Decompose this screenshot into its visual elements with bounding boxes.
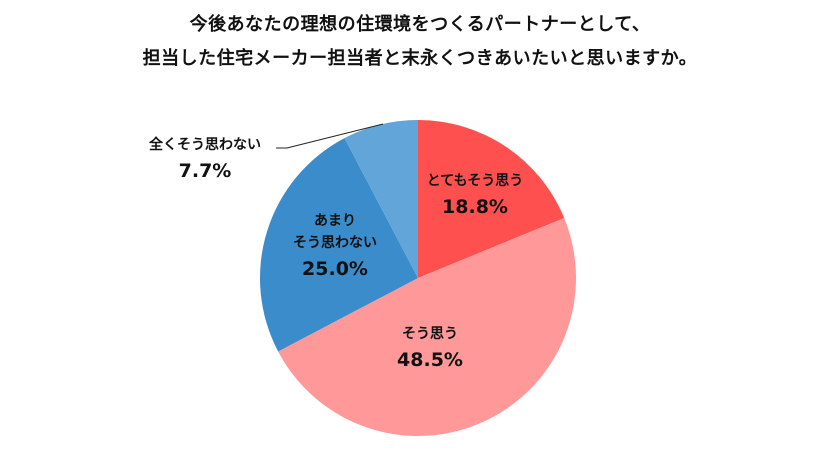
slice-value: 7.7% bbox=[178, 160, 232, 182]
pie-slices bbox=[260, 120, 576, 436]
leader-line bbox=[276, 123, 384, 149]
slice-value: 48.5% bbox=[397, 349, 463, 371]
slice-name: 全くそう思わない bbox=[149, 137, 261, 153]
chart-title-line-1: 今後あなたの理想の住環境をつくるパートナーとして、 bbox=[189, 14, 651, 35]
slice-name: そう思う bbox=[402, 326, 458, 342]
slice-value: 25.0% bbox=[302, 258, 368, 280]
chart-title-line-2: 担当した住宅メーカー担当者と末永くつきあいたいと思いますか。 bbox=[142, 48, 698, 69]
pie-slice-strongly-disagree bbox=[344, 120, 418, 278]
slice-label-strongly-agree: とてもそう思う 18.8% bbox=[400, 170, 550, 222]
slice-value: 18.8% bbox=[442, 196, 508, 218]
slice-name-line-2: そう思わない bbox=[293, 235, 377, 251]
slice-name: とてもそう思う bbox=[426, 173, 524, 189]
slice-label-disagree: あまり そう思わない 25.0% bbox=[260, 210, 410, 284]
slice-label-agree: そう思う 48.5% bbox=[370, 323, 490, 375]
pie-slice-strongly-agree bbox=[418, 120, 565, 278]
pie-slice-disagree bbox=[260, 138, 418, 352]
slice-label-strongly-disagree: 全くそう思わない 7.7% bbox=[130, 134, 280, 186]
pie-slice-agree bbox=[278, 217, 576, 436]
slice-name-line-1: あまり bbox=[314, 213, 356, 229]
